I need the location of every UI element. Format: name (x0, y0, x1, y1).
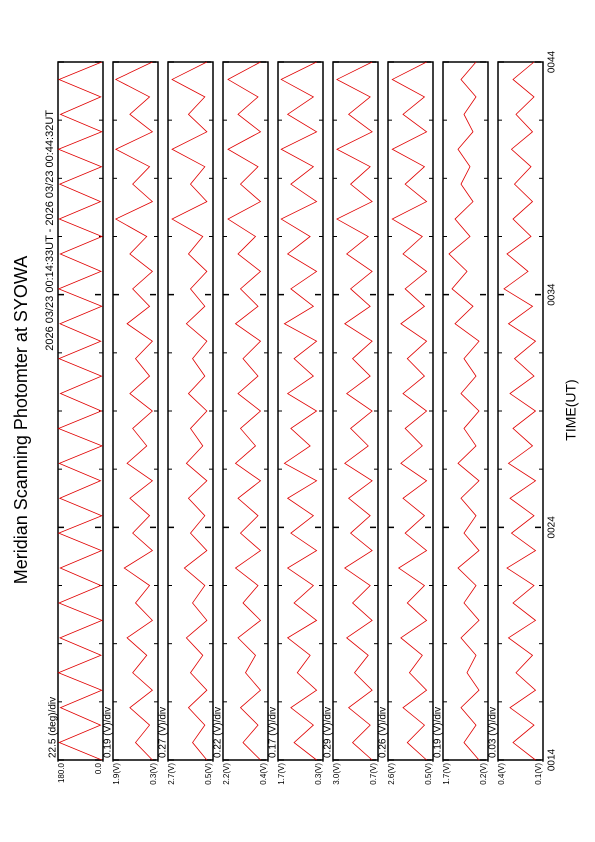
y-tick-label: 0.3(V) (314, 763, 323, 785)
signal-line (448, 61, 480, 761)
signal-line (280, 61, 318, 761)
y-tick-label: 180.0 (57, 762, 66, 783)
panel-frame (442, 61, 489, 761)
panel-frame (57, 61, 104, 761)
y-tick-label: 0.4(V) (497, 763, 506, 785)
x-tick-label: 0034 (547, 283, 558, 306)
signal-line (114, 61, 154, 761)
panel-frame (222, 61, 269, 761)
scale-label: 0.17 (V)/div (268, 707, 279, 758)
y-tick-label: 0.2(V) (479, 763, 488, 785)
y-tick-label: 0.5(V) (204, 763, 213, 785)
x-tick-label: 0024 (547, 516, 558, 539)
y-tick-label: 2.6(V) (387, 763, 396, 785)
y-tick-label: 2.7(V) (167, 763, 176, 785)
chart-title: Meridian Scanning Photomter at SYOWA (11, 256, 31, 584)
scale-label: 0.19 (V)/div (103, 707, 114, 758)
signal-line (171, 61, 208, 761)
y-tick-label: 0.3(V) (149, 763, 158, 785)
y-tick-label: 0.5(V) (424, 763, 433, 785)
y-tick-label: 0.4(V) (259, 763, 268, 785)
panel-frame (112, 61, 159, 761)
x-tick-label: 0014 (547, 748, 558, 771)
y-tick-label: 3.0(V) (332, 763, 341, 785)
scale-label: 0.03 (V)/div (488, 707, 499, 758)
signal-line (336, 61, 373, 761)
x-tick-label: 0044 (547, 50, 558, 73)
scale-label: 0.27 (V)/div (158, 707, 169, 758)
signal-line (227, 61, 262, 761)
scale-label: 22.5 (deg)/div (48, 697, 59, 758)
signal-line (391, 61, 428, 761)
y-tick-label: 2.2(V) (222, 763, 231, 785)
y-tick-label: 0.7(V) (369, 763, 378, 785)
y-tick-label: 0.0 (94, 762, 103, 774)
x-axis-label: TIME(UT) (563, 379, 579, 440)
y-tick-label: 1.7(V) (277, 763, 286, 785)
scale-label: 0.19 (V)/div (433, 707, 444, 758)
rotated-plot: Meridian Scanning Photomter at SYOWA 202… (11, 50, 579, 784)
panel-frame (497, 61, 544, 761)
y-tick-label: 0.1(V) (534, 763, 543, 785)
y-tick-label: 1.9(V) (112, 763, 121, 785)
signal-line (503, 61, 537, 761)
scale-label: 0.22 (V)/div (213, 707, 224, 758)
panel-frame (332, 61, 379, 761)
y-tick-label: 1.7(V) (442, 763, 451, 785)
panel-frame (167, 61, 214, 761)
scale-label: 0.26 (V)/div (378, 707, 389, 758)
chart-subtitle: 2026 03/23 00:14:33UT - 2026 03/23 00:44… (44, 110, 56, 351)
scale-label: 0.29 (V)/div (323, 707, 334, 758)
signal-line (57, 61, 104, 761)
